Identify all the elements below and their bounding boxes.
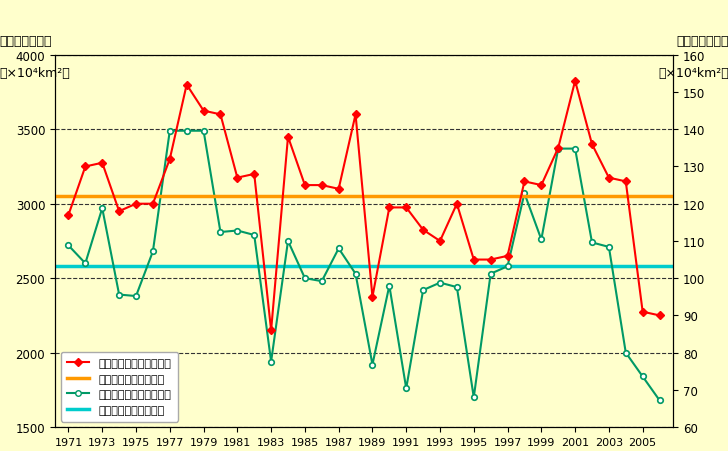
Text: （×10⁴km²）: （×10⁴km²） [0, 67, 70, 80]
Legend: 最大海氷域面積（右軸）, 最大海氷域面積平年値, 積算海氷域面積（左軸）, 積算海氷域面積平年値: 最大海氷域面積（右軸）, 最大海氷域面積平年値, 積算海氷域面積（左軸）, 積算… [60, 352, 178, 422]
Text: （×10⁴km²）: （×10⁴km²） [658, 67, 728, 80]
Text: 積算海氷域面積: 積算海氷域面積 [0, 35, 52, 48]
Text: 最大海氷域面積: 最大海氷域面積 [676, 35, 728, 48]
